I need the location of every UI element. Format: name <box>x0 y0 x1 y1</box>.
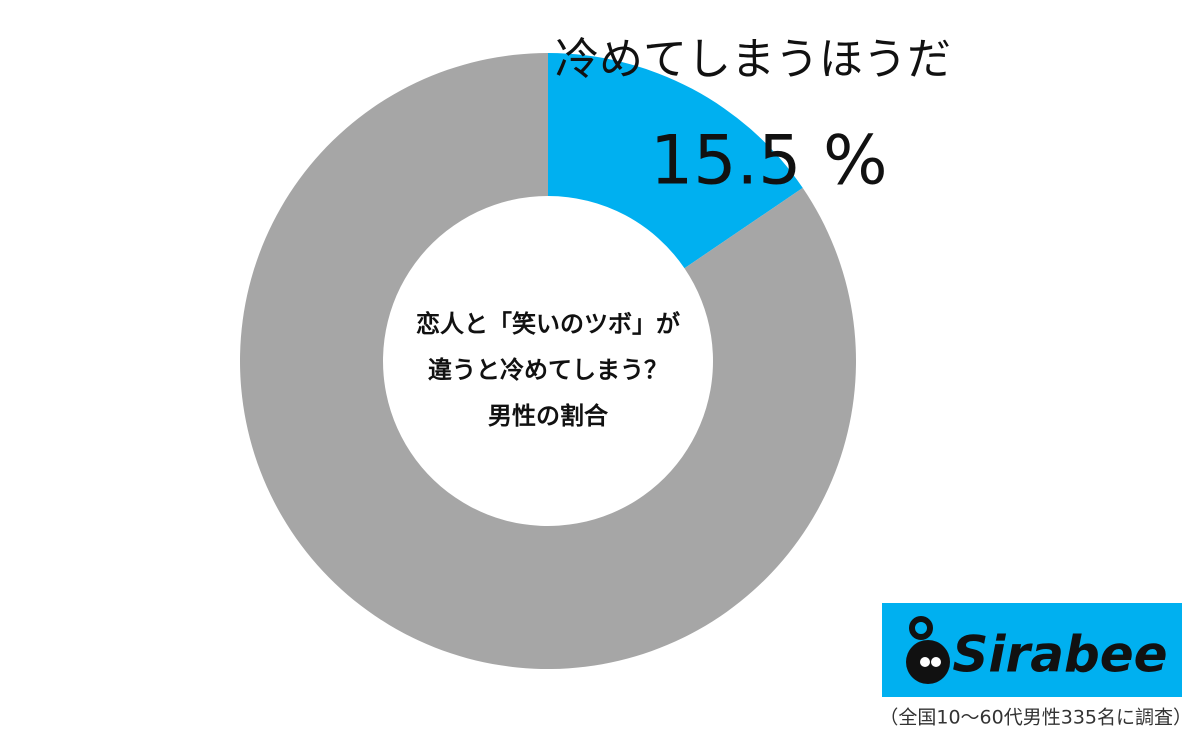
logo: Sirabee <box>882 603 1182 697</box>
logo-text: Sirabee <box>952 626 1167 684</box>
center-title: 違うと冷めてしまう？ <box>428 356 668 384</box>
logo-icon-eye <box>931 657 941 667</box>
logo-icon-head <box>909 616 933 640</box>
donut-segment <box>548 53 803 269</box>
footnote: （全国10～60代男性335名に調査） <box>879 707 1192 729</box>
center-title: 男性の割合 <box>488 402 609 430</box>
center-title: 恋人と「笑いのツボ」が <box>416 310 680 338</box>
logo-icon-eye <box>920 657 930 667</box>
value-label: 15.5 % <box>650 122 888 201</box>
donut <box>240 53 857 669</box>
segment-label: 冷めてしまうほうだ <box>555 34 951 85</box>
donut-segment <box>240 53 857 669</box>
